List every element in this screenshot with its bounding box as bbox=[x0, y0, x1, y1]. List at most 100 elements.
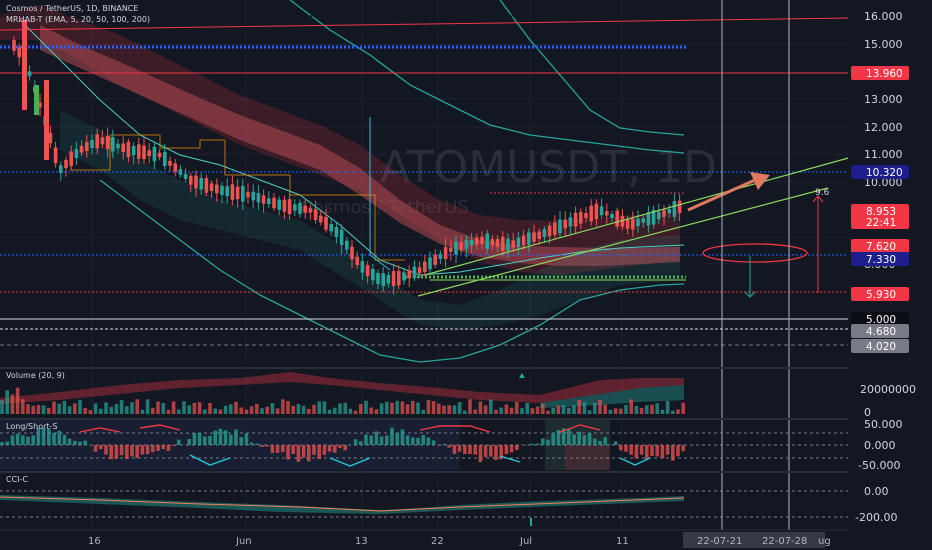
volume-bar bbox=[665, 401, 670, 414]
volume-bar bbox=[145, 399, 150, 414]
longshort-bar bbox=[572, 434, 576, 445]
longshort-title[interactable]: Long/Short-S bbox=[6, 422, 58, 431]
candle-body bbox=[438, 253, 443, 259]
volume-bar bbox=[353, 410, 358, 414]
candle-body bbox=[391, 271, 396, 287]
longshort-bar bbox=[411, 437, 415, 445]
volume-bar bbox=[473, 409, 477, 414]
candle-body bbox=[516, 237, 521, 247]
time-axis[interactable]: 16 Jun 13 22 Jul 11 22-07-21 22-07-28 ug bbox=[0, 529, 932, 550]
price-tick: 16.000 bbox=[864, 10, 903, 23]
longshort-bar bbox=[561, 428, 566, 445]
volume-bar bbox=[93, 403, 98, 414]
candle-body bbox=[74, 149, 79, 159]
candle-body bbox=[412, 266, 417, 278]
volume-bar bbox=[411, 400, 415, 414]
volume-bar bbox=[681, 402, 685, 414]
candle-body bbox=[85, 142, 89, 152]
volume-bar bbox=[504, 404, 509, 414]
candle-body bbox=[189, 175, 193, 185]
volume-bar bbox=[223, 405, 228, 414]
candle-body bbox=[589, 205, 593, 222]
longshort-bar bbox=[437, 445, 441, 446]
volume-bar bbox=[317, 401, 321, 414]
longshort-bar bbox=[343, 445, 347, 451]
volume-tick: 0 bbox=[864, 406, 871, 419]
candles bbox=[12, 20, 682, 295]
volume-bar bbox=[364, 400, 368, 414]
longshort-bar bbox=[223, 430, 228, 445]
indicator-header[interactable]: MRHAB-T (EMA, 5, 20, 50, 100, 200) bbox=[6, 15, 150, 24]
candle-body bbox=[116, 143, 120, 149]
longshort-bar bbox=[494, 445, 498, 460]
candle-body bbox=[209, 183, 214, 192]
volume-bar bbox=[660, 409, 665, 414]
longshort-bar bbox=[619, 445, 623, 451]
volume-bar bbox=[452, 405, 457, 414]
cci-title[interactable]: CCI-C bbox=[6, 475, 28, 484]
candle-body bbox=[183, 173, 188, 179]
longshort-tick: 50.000 bbox=[864, 418, 903, 431]
longshort-bar bbox=[62, 434, 67, 445]
volume-bar bbox=[234, 401, 238, 414]
longshort-bar bbox=[525, 445, 529, 446]
volume-bar bbox=[73, 403, 77, 414]
longshort-bar bbox=[249, 442, 254, 445]
longshort-bar bbox=[83, 440, 87, 445]
volume-bar bbox=[463, 410, 467, 414]
volume-bar bbox=[327, 409, 332, 414]
candle-body bbox=[625, 218, 630, 229]
price-label: 13.960 bbox=[866, 68, 903, 80]
candle-body bbox=[657, 211, 661, 220]
longshort-bar bbox=[41, 428, 46, 445]
longshort-bar bbox=[265, 445, 269, 447]
candle-body bbox=[199, 177, 203, 190]
projection-label: 9.6 bbox=[815, 188, 830, 198]
longshort-bar bbox=[676, 445, 680, 457]
candle-body bbox=[532, 232, 536, 242]
candle-body bbox=[22, 20, 27, 110]
volume-bar bbox=[608, 409, 613, 414]
volume-title[interactable]: Volume (20, 9) bbox=[6, 371, 65, 380]
longshort-bar bbox=[379, 436, 384, 445]
volume-bar bbox=[577, 400, 581, 414]
longshort-bar bbox=[509, 445, 514, 453]
candle-body bbox=[282, 199, 287, 212]
candle-body bbox=[469, 239, 474, 246]
longshort-bar bbox=[489, 445, 493, 457]
longshort-bar bbox=[681, 445, 685, 452]
volume-bar bbox=[385, 401, 389, 414]
candle-body bbox=[397, 270, 401, 286]
candle-body bbox=[636, 218, 640, 227]
candle-body bbox=[573, 212, 578, 227]
longshort-bar bbox=[364, 434, 368, 445]
volume-bar bbox=[57, 403, 61, 414]
candle-body bbox=[48, 132, 53, 144]
candle-body bbox=[553, 222, 557, 235]
volume-bar bbox=[171, 401, 176, 414]
date-label-start: 22-07-21 bbox=[697, 536, 742, 547]
price-axis[interactable]: 16.000 15.000 13.000 12.000 11.000 10.00… bbox=[848, 0, 932, 530]
volume-tick: 20000000 bbox=[860, 383, 916, 396]
volume-bar bbox=[343, 402, 347, 414]
candle-body bbox=[407, 270, 411, 279]
longshort-bar bbox=[452, 445, 457, 454]
candle-body bbox=[267, 198, 271, 205]
longshort-bar bbox=[655, 445, 659, 457]
symbol-header[interactable]: Cosmos / TetherUS, 1D, BINANCE bbox=[6, 4, 138, 13]
candle-body bbox=[215, 184, 219, 194]
price-tick: 12.000 bbox=[864, 121, 903, 134]
volume-bar bbox=[156, 401, 160, 414]
candle-body bbox=[355, 256, 359, 265]
volume-bar bbox=[307, 408, 311, 414]
longshort-bar bbox=[104, 445, 108, 455]
candle-body bbox=[111, 137, 115, 152]
candle-body bbox=[485, 233, 489, 249]
volume-bar bbox=[26, 404, 30, 414]
volume-bar bbox=[218, 409, 223, 414]
candle-body bbox=[137, 144, 141, 159]
longshort-bar bbox=[296, 445, 301, 462]
longshort-panel bbox=[0, 420, 848, 470]
candle-body bbox=[59, 165, 63, 174]
